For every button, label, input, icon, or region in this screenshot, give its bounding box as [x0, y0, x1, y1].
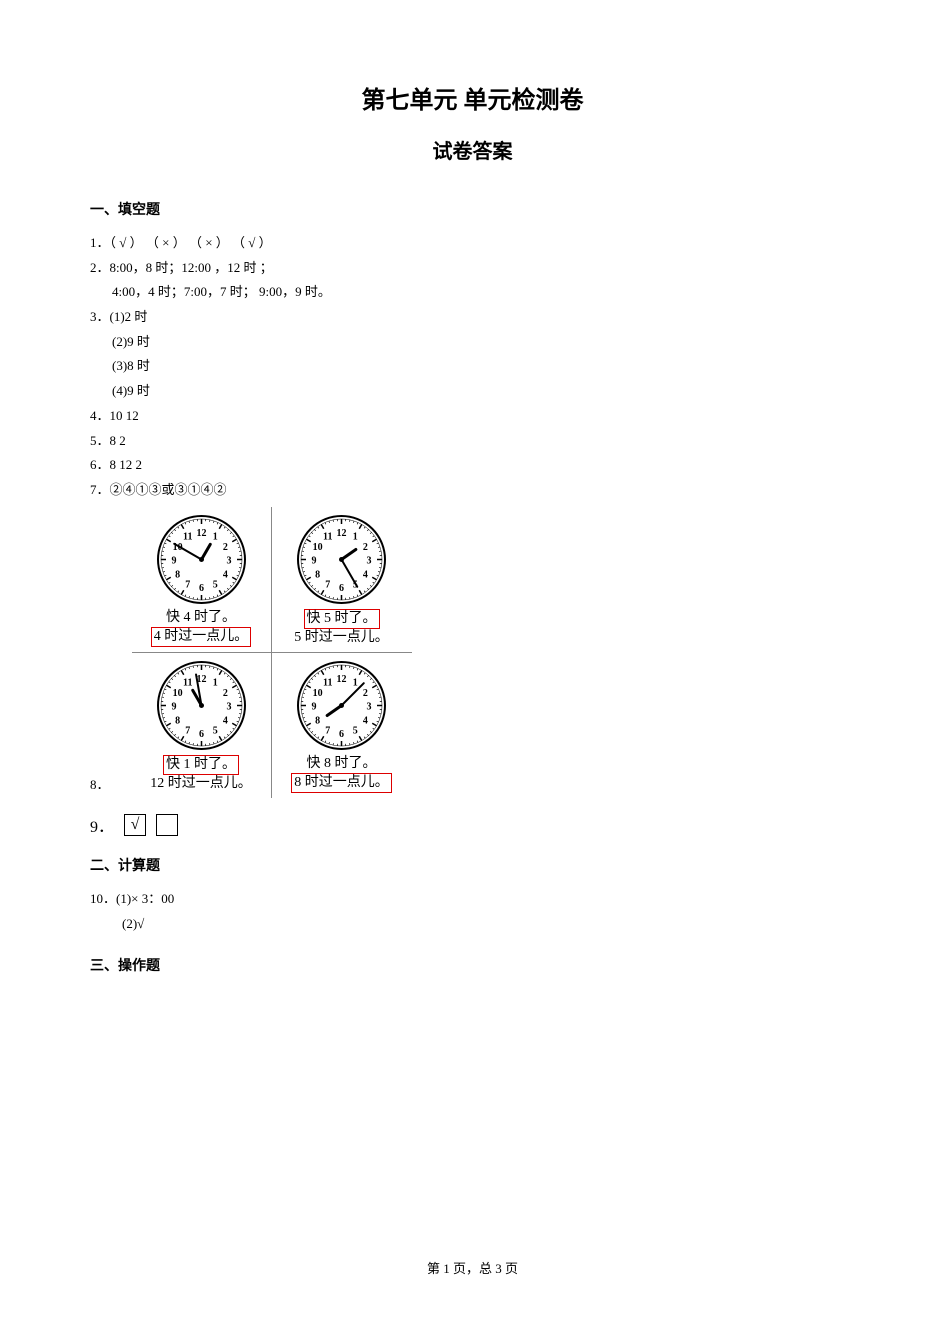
svg-text:12: 12 [337, 674, 347, 685]
q6: 6．8 12 2 [90, 453, 855, 478]
svg-text:7: 7 [185, 579, 190, 590]
svg-text:5: 5 [353, 725, 358, 736]
section-2-header: 二、计算题 [90, 855, 855, 875]
clock-cell-3: 123456789101112快 8 时了。8 时过一点儿。 [272, 653, 412, 798]
clock-face-icon: 123456789101112 [294, 658, 389, 753]
q9-checkbox-1: √ [124, 814, 146, 836]
unboxed-answer: 5 时过一点儿。 [294, 630, 389, 645]
clock-label: 快 4 时了。 4 时过一点儿。 [137, 609, 266, 647]
svg-text:4: 4 [222, 715, 227, 726]
page-title: 第七单元 单元检测卷 [90, 80, 855, 115]
svg-text:9: 9 [171, 555, 176, 566]
svg-text:2: 2 [222, 688, 227, 699]
svg-text:1: 1 [353, 678, 358, 689]
svg-text:12: 12 [196, 528, 206, 539]
svg-text:8: 8 [175, 569, 180, 580]
svg-text:6: 6 [199, 729, 204, 740]
svg-text:7: 7 [325, 725, 330, 736]
q3c: (3)8 时 [112, 354, 855, 379]
svg-text:6: 6 [339, 583, 344, 594]
clock-cell-1: 123456789101112快 5 时了。5 时过一点儿。 [272, 507, 412, 653]
section-1-header: 一、填空题 [90, 199, 855, 219]
boxed-answer: 8 时过一点儿。 [291, 773, 392, 793]
unboxed-answer: 快 4 时了。 [166, 610, 236, 625]
boxed-answer: 快 5 时了。 [304, 609, 380, 629]
q5: 5．8 2 [90, 429, 855, 454]
q4: 4．10 12 [90, 404, 855, 429]
svg-text:7: 7 [325, 579, 330, 590]
q3a: 3．(1)2 时 [90, 305, 855, 330]
svg-text:10: 10 [313, 541, 323, 552]
clock-face-icon: 123456789101112 [154, 658, 249, 753]
svg-text:1: 1 [212, 678, 217, 689]
unboxed-answer: 快 8 时了。 [307, 756, 377, 771]
svg-text:2: 2 [222, 541, 227, 552]
page-footer: 第 1 页，总 3 页 [0, 1258, 945, 1277]
svg-text:12: 12 [337, 528, 347, 539]
svg-text:7: 7 [185, 725, 190, 736]
boxed-answer: 4 时过一点儿。 [151, 627, 252, 647]
q7: 7．②④①③或③①④② [90, 478, 855, 503]
section-3-header: 三、操作题 [90, 955, 855, 975]
svg-text:8: 8 [315, 569, 320, 580]
svg-text:11: 11 [323, 678, 332, 689]
svg-text:10: 10 [313, 688, 323, 699]
svg-text:9: 9 [312, 701, 317, 712]
clock-grid: 123456789101112快 4 时了。4 时过一点儿。 123456789… [132, 507, 412, 799]
svg-text:3: 3 [226, 701, 231, 712]
svg-text:11: 11 [323, 531, 332, 542]
svg-text:8: 8 [315, 715, 320, 726]
q9-checkbox-2 [156, 814, 178, 836]
svg-text:4: 4 [363, 715, 368, 726]
svg-text:11: 11 [183, 678, 192, 689]
svg-text:3: 3 [367, 555, 372, 566]
svg-text:9: 9 [171, 701, 176, 712]
q2b: 4:00，4 时；7:00，7 时； 9:00，9 时。 [112, 280, 855, 305]
svg-text:3: 3 [367, 701, 372, 712]
q3d: (4)9 时 [112, 379, 855, 404]
clock-cell-0: 123456789101112快 4 时了。4 时过一点儿。 [132, 507, 272, 653]
clock-label: 快 8 时了。 8 时过一点儿。 [277, 755, 407, 793]
boxed-answer: 快 1 时了。 [163, 755, 239, 775]
svg-text:5: 5 [212, 725, 217, 736]
svg-text:10: 10 [172, 688, 182, 699]
svg-text:5: 5 [212, 579, 217, 590]
q8-label: 8． [90, 774, 110, 793]
svg-text:9: 9 [312, 555, 317, 566]
svg-text:8: 8 [175, 715, 180, 726]
q1: 1．（ √ ） （ × ） （ × ） （ √ ） [90, 231, 855, 256]
page-subtitle: 试卷答案 [90, 135, 855, 164]
clock-cell-2: 123456789101112快 1 时了。12 时过一点儿。 [132, 653, 272, 798]
q9-label: 9． [90, 813, 114, 837]
clock-label: 快 5 时了。5 时过一点儿。 [277, 609, 407, 647]
svg-text:1: 1 [353, 531, 358, 542]
clock-label: 快 1 时了。12 时过一点儿。 [137, 755, 266, 793]
svg-text:6: 6 [199, 583, 204, 594]
svg-text:3: 3 [226, 555, 231, 566]
q10b: (2)√ [122, 912, 855, 937]
svg-text:4: 4 [363, 569, 368, 580]
clock-face-icon: 123456789101112 [154, 512, 249, 607]
svg-text:6: 6 [339, 729, 344, 740]
svg-text:4: 4 [222, 569, 227, 580]
svg-text:11: 11 [183, 531, 192, 542]
q10a: 10．(1)× 3：00 [90, 887, 855, 912]
svg-text:2: 2 [363, 688, 368, 699]
unboxed-answer: 12 时过一点儿。 [150, 776, 252, 791]
clock-face-icon: 123456789101112 [294, 512, 389, 607]
svg-text:1: 1 [212, 531, 217, 542]
q3b: (2)9 时 [112, 330, 855, 355]
q2a: 2．8:00，8 时；12:00 ，12 时 ； [90, 256, 855, 281]
svg-text:2: 2 [363, 541, 368, 552]
